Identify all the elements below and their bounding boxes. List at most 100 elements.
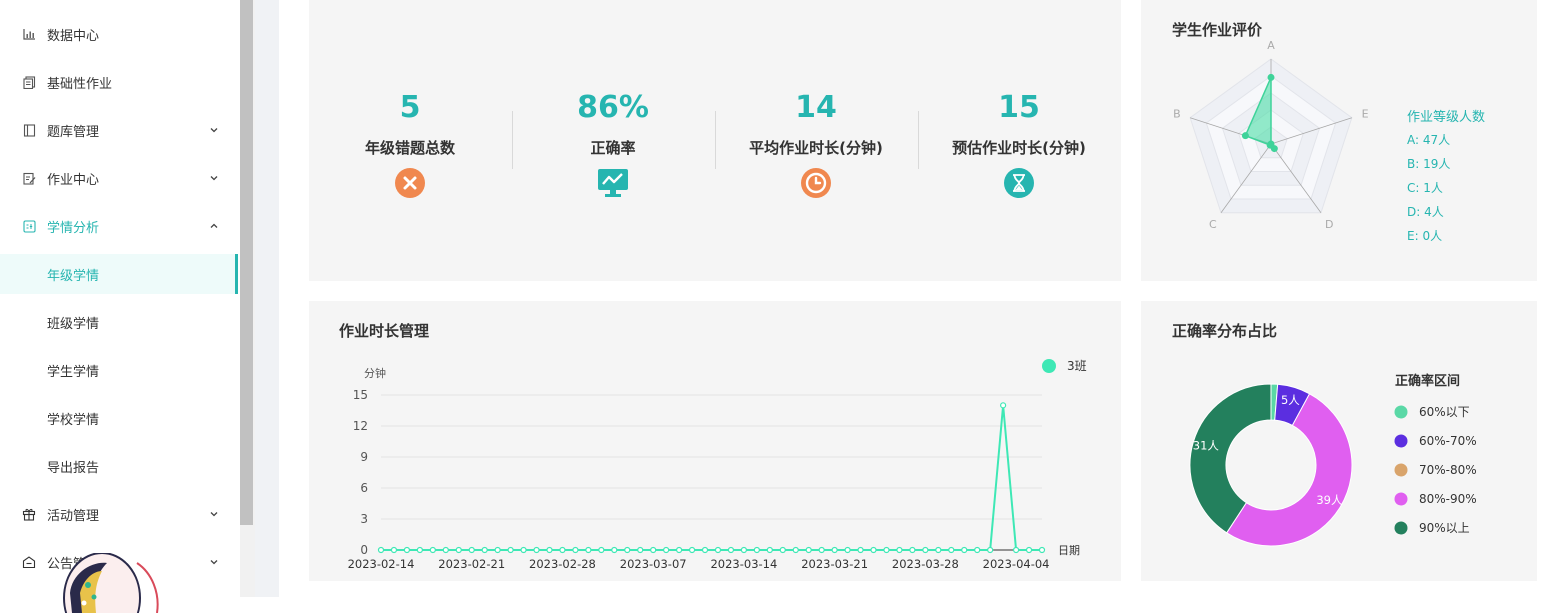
- donut-legend-dot: [1394, 405, 1408, 419]
- radar-indicator-label: C: [1209, 218, 1217, 231]
- donut-legend-dot: [1394, 492, 1408, 506]
- line-data-point: [546, 546, 553, 554]
- sidebar-item-label: 基础性作业: [47, 76, 113, 92]
- line-series-path: [381, 405, 1042, 551]
- line-x-tick-label: 2023-03-21: [801, 557, 868, 571]
- chevron-down-icon: [208, 172, 220, 184]
- line-data-point: [961, 546, 968, 554]
- line-x-tick-label: 2023-02-14: [348, 557, 415, 571]
- donut-slice: [1189, 383, 1272, 534]
- line-data-point: [533, 546, 540, 554]
- sidebar-item-label: 题库管理: [47, 124, 100, 140]
- sidebar-subitem-school-analysis[interactable]: 学校学情: [0, 398, 238, 438]
- line-data-point: [701, 546, 709, 554]
- donut-data-label: 31人: [1193, 439, 1220, 453]
- sidebar-item-data-center[interactable]: 数据中心: [0, 10, 240, 58]
- line-data-point: [688, 546, 696, 554]
- sidebar-scrollbar-thumb[interactable]: [240, 0, 253, 525]
- line-data-point: [611, 546, 618, 554]
- content-gutter: [255, 0, 279, 597]
- line-data-point: [390, 546, 398, 554]
- radar-value-point: [1241, 132, 1249, 140]
- line-data-point: [494, 546, 501, 554]
- line-data-point: [1038, 546, 1046, 554]
- stat-divider: [918, 111, 919, 169]
- donut-legend-label: 60%-70%: [1419, 434, 1477, 448]
- sidebar-subitem-label: 班级学情: [47, 316, 100, 332]
- line-data-point: [585, 546, 592, 554]
- line-y-tick-label: 15: [353, 388, 368, 402]
- line-data-point: [792, 546, 799, 554]
- line-data-point: [909, 546, 916, 554]
- line-data-point: [377, 546, 385, 554]
- clock-icon: [801, 168, 831, 198]
- line-data-point: [455, 546, 462, 554]
- line-data-point: [468, 546, 475, 554]
- donut-card: 正确率分布占比 5人 39人 31人 正确率区间 60%以下 60%-70% 70%-80%…: [1141, 301, 1537, 581]
- line-data-point: [740, 546, 748, 554]
- sidebar-item-label: 作业中心: [47, 172, 100, 188]
- analysis-icon: [22, 219, 36, 233]
- stat-est-duration: 15 预估作业时长(分钟): [919, 90, 1119, 202]
- gift-icon: [22, 507, 36, 521]
- chevron-down-icon: [208, 508, 220, 520]
- line-y-tick-label: 6: [360, 481, 368, 495]
- radar-legend-item-d: D: 4人: [1407, 205, 1444, 219]
- line-data-point: [1025, 546, 1033, 554]
- line-data-point: [520, 546, 527, 554]
- line-data-point: [572, 546, 579, 554]
- donut-legend-dot: [1394, 434, 1408, 448]
- line-legend-dot: [1042, 359, 1056, 373]
- line-data-point: [507, 546, 514, 554]
- stat-avg-duration: 14 平均作业时长(分钟): [716, 90, 916, 202]
- line-data-point: [1012, 546, 1020, 554]
- sidebar-subitem-export-report[interactable]: 导出报告: [0, 446, 238, 486]
- stat-value: 14: [795, 90, 837, 125]
- line-data-point: [416, 546, 423, 554]
- donut-legend-label: 90%以上: [1419, 521, 1470, 535]
- sidebar: 数据中心 基础性作业 题库管理 作业中心 学情分析 年级学情 班级学情 学生学情: [0, 0, 240, 597]
- line-data-point: [1000, 402, 1007, 409]
- radar-indicator-label: B: [1173, 107, 1181, 120]
- stat-value: 5: [399, 90, 421, 125]
- hourglass-icon: [1004, 168, 1034, 198]
- radar-indicator-label: A: [1267, 39, 1275, 52]
- line-x-tick-label: 2023-03-07: [620, 557, 687, 571]
- line-data-point: [974, 546, 981, 554]
- line-data-point: [559, 546, 566, 554]
- line-data-point: [805, 546, 812, 554]
- donut-legend-title: 正确率区间: [1395, 373, 1460, 389]
- line-data-point: [727, 546, 735, 554]
- sidebar-item-learning-analysis[interactable]: 学情分析: [0, 202, 240, 250]
- sidebar-subitem-grade-analysis[interactable]: 年级学情: [0, 254, 238, 294]
- sidebar-item-basic-homework[interactable]: 基础性作业: [0, 58, 240, 106]
- line-data-point: [779, 546, 786, 554]
- radar-legend-item-a: A: 47人: [1407, 133, 1451, 147]
- line-data-point: [896, 546, 903, 554]
- radar-indicator-label: D: [1325, 218, 1333, 231]
- line-data-point: [870, 546, 877, 554]
- sidebar-item-label: 数据中心: [47, 28, 100, 44]
- line-data-point: [857, 546, 864, 554]
- radar-legend-item-b: B: 19人: [1407, 157, 1451, 171]
- radar-value-point: [1266, 141, 1274, 149]
- line-x-tick-label: 2023-04-04: [983, 557, 1050, 571]
- stats-card: 5 年级错题总数 86% 正确率 14 平均作业时长(分钟) 15 预估作业时长…: [309, 0, 1121, 281]
- line-data-point: [922, 546, 929, 554]
- edit-document-icon: [22, 171, 36, 185]
- sidebar-subitem-class-analysis[interactable]: 班级学情: [0, 302, 238, 342]
- donut-legend-label: 60%以下: [1419, 405, 1470, 419]
- sidebar-item-question-bank[interactable]: 题库管理: [0, 106, 240, 154]
- sidebar-subitem-student-analysis[interactable]: 学生学情: [0, 350, 238, 390]
- radar-axis-line: [1270, 143, 1322, 214]
- sidebar-item-homework-center[interactable]: 作业中心: [0, 154, 240, 202]
- donut-chart: 5人 39人 31人 正确率区间 60%以下 60%-70% 70%-80% 80%-90% 9…: [1189, 373, 1477, 547]
- stat-label: 预估作业时长(分钟): [952, 139, 1086, 157]
- bar-chart-icon: [22, 27, 36, 41]
- sidebar-item-activity-management[interactable]: 活动管理: [0, 490, 240, 538]
- line-y-tick-label: 9: [360, 450, 368, 464]
- line-data-point: [624, 546, 631, 554]
- line-data-point: [935, 546, 942, 554]
